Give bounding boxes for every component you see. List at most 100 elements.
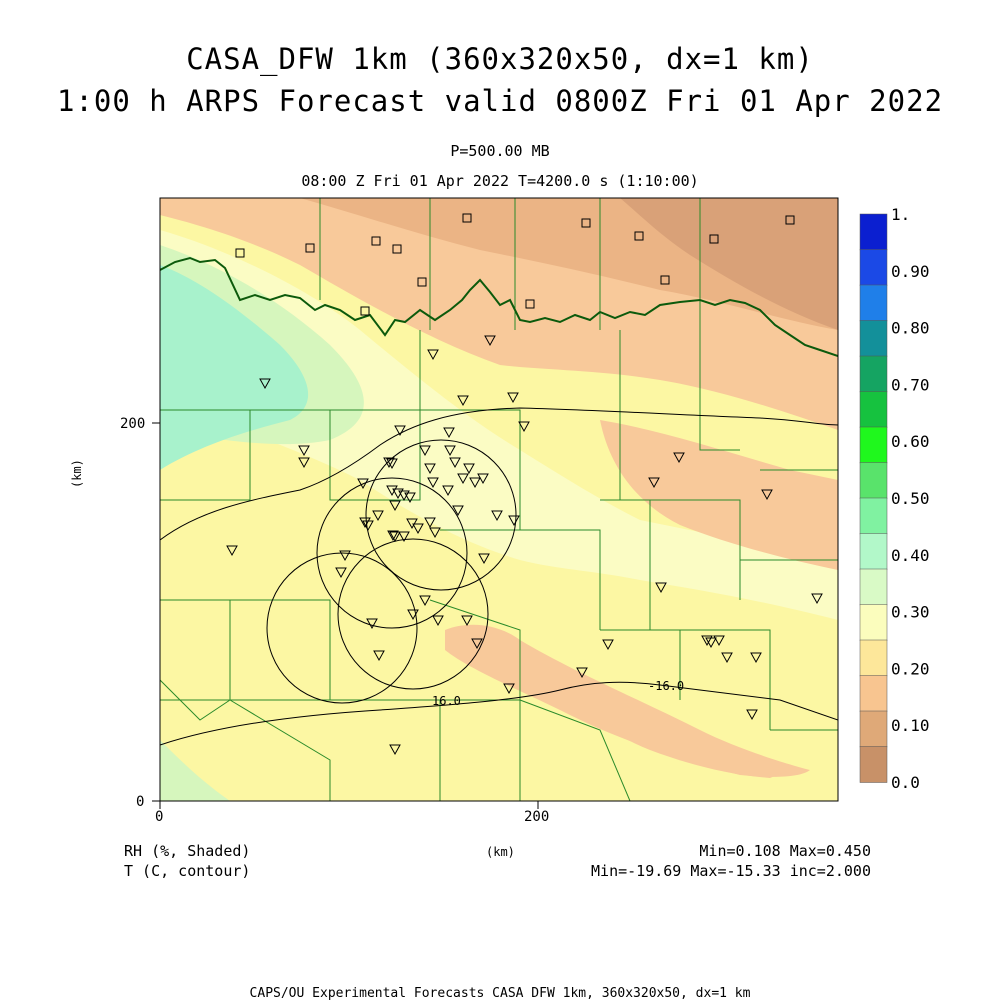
station-marker: [419, 445, 431, 457]
station-marker: [389, 531, 401, 543]
station-marker: [576, 667, 588, 679]
chart-title: CASA_DFW 1km (360x320x50, dx=1 km): [186, 42, 814, 76]
station-marker: [442, 485, 454, 497]
station-marker: [259, 378, 271, 390]
station-marker: [452, 505, 464, 517]
map-frame: [159, 197, 839, 802]
station-marker: [463, 463, 475, 475]
station-marker: [491, 510, 503, 522]
colorbar-swatch: [859, 604, 888, 641]
colorbar-label: 0.40: [891, 546, 930, 565]
station-marker: [432, 615, 444, 627]
station-marker: [484, 335, 496, 347]
station-marker: [357, 478, 369, 490]
station-marker: [407, 609, 419, 621]
station-marker: [648, 477, 660, 489]
y-tick-label: 0: [136, 794, 144, 810]
colorbar-labels: 1. 0.90 0.80 0.70 0.60 0.50 0.40 0.30 0.20 0.10 0.…: [891, 205, 930, 792]
station-marker: [226, 545, 238, 557]
colorbar-swatch: [859, 249, 888, 286]
station-marker: [761, 489, 773, 501]
station-marker: [366, 618, 378, 630]
station-marker: [449, 457, 461, 469]
station-marker: [339, 550, 351, 562]
colorbar-label: 0.50: [891, 489, 930, 508]
station-marker: [507, 392, 519, 404]
colorbar-swatch: [859, 462, 888, 499]
station-marker: [389, 744, 401, 756]
colorbar-swatch: [859, 284, 888, 322]
station-marker: [469, 477, 481, 489]
state-border: [160, 256, 838, 357]
colorbar-label: 0.20: [891, 659, 930, 678]
station-marker: [443, 427, 455, 439]
colorbar: [859, 213, 888, 783]
station-marker: [655, 582, 667, 594]
station-marker: [424, 517, 436, 529]
colorbar-swatch: [859, 320, 888, 357]
station-marker: [721, 652, 733, 664]
colorbar-swatch: [859, 391, 888, 428]
station-marker: [373, 650, 385, 662]
station-marker: [427, 477, 439, 489]
station-marker: [386, 458, 398, 470]
x-tick-label: 0: [155, 809, 163, 825]
station-marker: [701, 635, 713, 647]
x-tick-label: 200: [524, 809, 549, 825]
radar-rings: [266, 439, 517, 704]
contour-label: 16.0: [432, 694, 461, 708]
temperature-contours: [160, 407, 838, 746]
rh-min-max: Min=0.108 Max=0.450: [699, 842, 871, 860]
station-marker: [372, 510, 384, 522]
station-marker: [602, 639, 614, 651]
station-marker: [412, 523, 424, 535]
colorbar-swatch: [859, 675, 888, 712]
rh-legend-label: RH (%, Shaded): [124, 842, 251, 860]
station-marker: [471, 638, 483, 650]
station-marker: [457, 473, 469, 485]
station-marker: [398, 531, 410, 543]
station-marker: [298, 445, 310, 457]
colorbar-label: 0.60: [891, 432, 930, 451]
station-marker: [359, 517, 371, 529]
station-marker: [457, 395, 469, 407]
station-marker: [394, 425, 406, 437]
station-marker: [444, 445, 456, 457]
station-marker: [705, 637, 717, 649]
colorbar-label: 0.30: [891, 603, 930, 622]
colorbar-swatch: [859, 710, 888, 748]
station-marker: [508, 515, 520, 527]
colorbar-label: 0.70: [891, 375, 930, 394]
station-marker: [429, 527, 441, 539]
station-marker: [461, 615, 473, 627]
station-marker: [387, 530, 399, 542]
station-marker: [673, 452, 685, 464]
credit-line: CAPS/OU Experimental Forecasts CASA DFW …: [249, 986, 751, 1001]
y-tick-label: 200: [120, 416, 145, 432]
colorbar-swatch: [859, 568, 888, 606]
pressure-level: P=500.00 MB: [450, 142, 550, 160]
temperature-legend-label: T (C, contour): [124, 862, 251, 880]
station-marker: [389, 500, 401, 512]
colorbar-label: 0.10: [891, 716, 930, 735]
colorbar-swatch: [859, 213, 888, 251]
station-triangles: [226, 335, 823, 756]
colorbar-swatch: [859, 355, 888, 393]
station-marker: [713, 635, 725, 647]
station-marker: [404, 492, 416, 504]
colorbar-label: 0.90: [891, 262, 930, 281]
contour-label: -16.0: [648, 679, 684, 693]
station-marker: [427, 349, 439, 361]
colorbar-swatch: [859, 639, 888, 677]
station-marker: [477, 473, 489, 485]
station-marker: [424, 463, 436, 475]
station-marker: [386, 485, 398, 497]
station-marker: [335, 567, 347, 579]
colorbar-label: 0.80: [891, 319, 930, 338]
station-marker: [298, 457, 310, 469]
colorbar-swatch: [859, 497, 888, 535]
station-marker: [478, 553, 490, 565]
station-marker: [746, 709, 758, 721]
station-squares: [235, 213, 795, 316]
